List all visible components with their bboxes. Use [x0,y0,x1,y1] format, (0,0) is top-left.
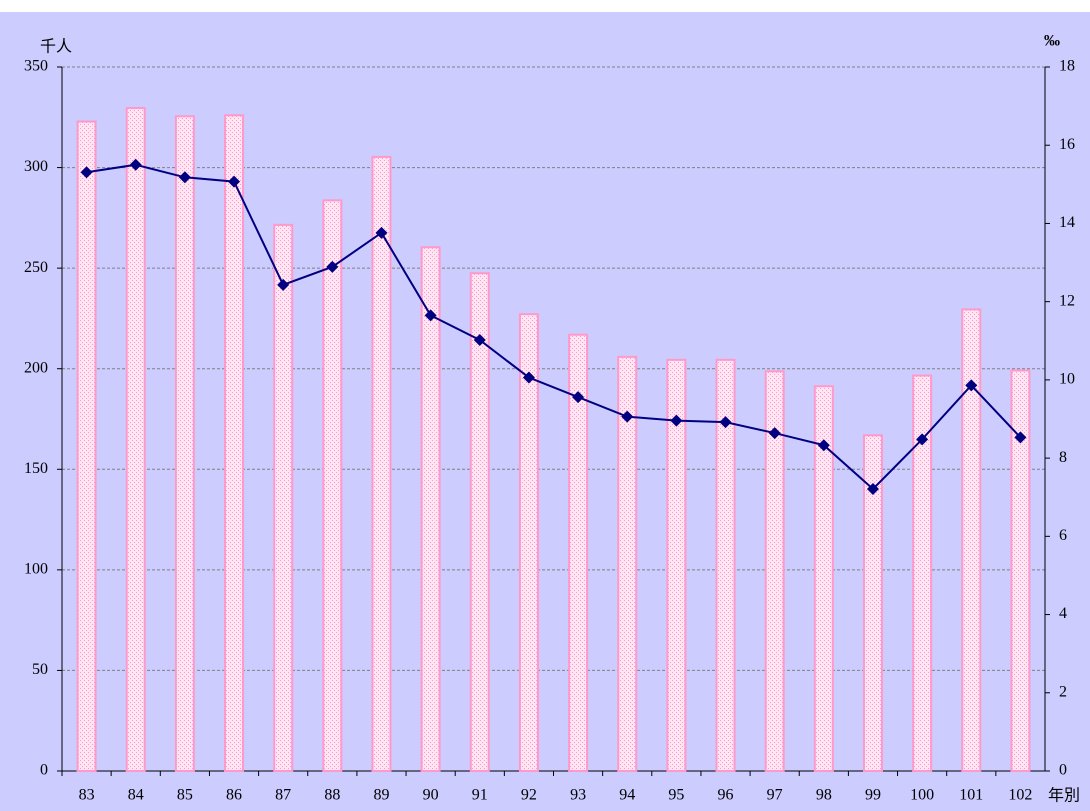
marker [129,158,142,171]
marker [375,226,388,239]
bar [764,370,785,772]
x-tick-label: 84 [128,787,144,804]
y-tick-label: 350 [24,58,48,75]
bar [617,355,638,772]
marker [866,483,879,496]
y2-tick-label: 0 [1059,762,1067,779]
bar [174,115,195,772]
x-axis-label: 年別 [1048,787,1080,805]
marker [719,416,732,429]
marker [326,260,339,273]
y-tick-label: 0 [40,762,48,779]
y-axis-label: 千人 [40,38,72,56]
y2-tick-label: 6 [1059,527,1067,544]
marker [965,379,978,392]
bar [469,272,490,772]
y-tick-label: 200 [24,359,48,376]
marker [424,309,437,322]
y2-tick-label: 8 [1059,449,1067,466]
marker [916,433,929,446]
bar [715,358,736,772]
x-tick-label: 100 [910,787,934,804]
marker [1014,431,1027,444]
x-tick-label: 94 [619,787,635,804]
x-tick-label: 83 [79,787,95,804]
y-tick-label: 300 [24,158,48,175]
y-tick-label: 150 [24,460,48,477]
bar [813,385,834,772]
bar [862,434,883,772]
bar [273,223,294,772]
line [86,163,1022,491]
x-tick-label: 90 [423,787,439,804]
bar [1010,369,1031,772]
x-tick-label: 91 [472,787,488,804]
y2-tick-label: 18 [1059,58,1075,75]
y2-tick-label: 14 [1059,214,1075,231]
marker [80,166,93,179]
x-tick-label: 87 [275,787,291,804]
y-tick-label: 100 [24,561,48,578]
marker [670,414,683,427]
y2-tick-label: 10 [1059,371,1075,388]
x-tick-label: 92 [521,787,537,804]
x-tick-label: 85 [177,787,193,804]
bar [76,120,97,773]
marker [473,333,486,346]
marker [178,171,191,184]
x-tick-label: 101 [959,787,983,804]
marker [228,175,241,188]
marker [277,278,290,291]
bar [961,308,982,772]
y2-tick-label: 12 [1059,292,1075,309]
marker [522,371,535,384]
y-tick-label: 250 [24,259,48,276]
x-tick-label: 98 [816,787,832,804]
bar [125,107,146,772]
x-tick-label: 93 [570,787,586,804]
x-tick-label: 97 [767,787,783,804]
bar [420,246,441,772]
bar [224,114,245,772]
marker [768,427,781,440]
x-tick-label: 88 [324,787,340,804]
x-tick-label: 99 [865,787,881,804]
bar [322,199,343,772]
x-tick-label: 102 [1008,787,1032,804]
y2-tick-label: 2 [1059,683,1067,700]
bar [568,333,589,772]
x-tick-label: 95 [668,787,684,804]
y-tick-label: 50 [32,661,48,678]
y2-tick-label: 16 [1059,136,1075,153]
x-tick-label: 89 [373,787,389,804]
bar [666,358,687,772]
x-tick-label: 96 [718,787,734,804]
bar [371,155,392,773]
marker [621,410,634,423]
bar [518,313,539,772]
y2-axis-label: ‰ [1044,33,1060,50]
bar [912,374,933,772]
marker [817,439,830,452]
x-tick-label: 86 [226,787,242,804]
y2-tick-label: 4 [1059,605,1067,622]
marker [572,391,585,404]
